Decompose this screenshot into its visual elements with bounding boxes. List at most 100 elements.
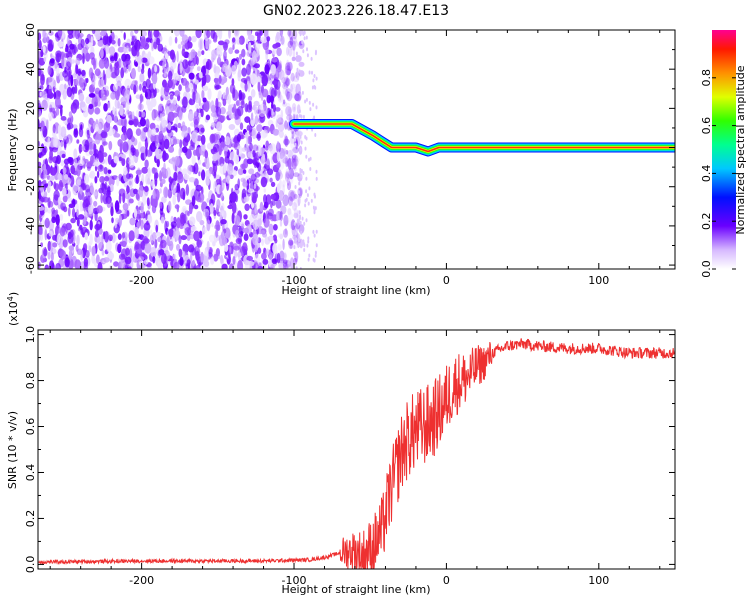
noise-blob [292,150,296,159]
noise-blob [125,173,131,180]
noise-blob [68,203,75,209]
noise-blob [254,106,258,115]
noise-blob [103,257,110,263]
noise-blob [204,150,209,159]
noise-blob [302,171,305,175]
noise-blob [116,176,120,187]
noise-blob [294,251,299,257]
noise-blob [298,69,301,74]
noise-blob [226,94,232,105]
noise-blob [186,259,191,266]
noise-blob [118,214,123,227]
noise-blob [168,103,176,112]
noise-blob [185,184,190,196]
noise-blob [122,154,126,159]
noise-blob [218,145,222,156]
noise-blob [102,35,108,46]
noise-blob [306,53,309,58]
noise-blob [224,227,231,240]
noise-blob [150,246,157,258]
noise-blob [215,228,219,238]
noise-blob [111,232,116,244]
noise-blob [140,219,144,230]
noise-blob [251,127,257,140]
noise-blob [293,207,298,219]
noise-blob [174,204,180,210]
noise-blob [195,56,199,66]
noise-blob [193,162,199,175]
noise-blob [259,201,264,212]
noise-blob [306,243,309,248]
noise-blob [71,104,74,110]
noise-blob [140,36,147,48]
noise-blob [279,71,283,78]
spectral-ridge [289,119,675,157]
noise-blob [114,98,120,109]
noise-blob [221,263,228,269]
noise-blob [127,63,131,72]
noise-blob [46,76,53,83]
noise-blob [184,210,190,216]
noise-blob [48,230,53,237]
noise-blob [66,122,74,130]
noise-blob [154,65,158,73]
noise-blob [290,136,294,144]
noise-blob [151,38,154,50]
noise-blob [68,33,74,39]
noise-blob [292,154,296,161]
noise-blob [148,56,155,65]
noise-blob [295,83,302,96]
noise-blob [122,202,129,211]
noise-blob [193,118,199,131]
noise-blob [255,134,261,139]
noise-blob [232,243,239,250]
noise-blob [281,148,286,157]
noise-blob [228,47,234,55]
noise-blob [198,171,201,177]
noise-blob [223,51,227,57]
noise-blob [167,122,172,131]
noise-blob [179,62,183,74]
noise-blob [200,251,204,263]
noise-blob [38,161,42,167]
noise-blob [176,243,180,251]
noise-blob [182,96,188,109]
noise-blob [131,111,135,120]
noise-blob [129,248,133,260]
noise-blob [293,161,298,172]
noise-blob [117,233,122,240]
noise-blob [243,79,248,85]
noise-blob [279,210,283,222]
noise-blob [195,250,200,261]
noise-blob [286,68,291,76]
noise-blob [38,232,41,243]
noise-blob [298,138,301,143]
noise-blob [280,152,286,163]
noise-blob [43,206,48,213]
top-plot-frame [37,29,676,270]
noise-blob [308,157,310,162]
noise-blob [231,37,236,43]
noise-blob [301,40,304,45]
y-tick-label: 60 [24,23,37,37]
noise-blob [57,41,64,48]
noise-blob [166,100,171,107]
noise-blob [213,63,217,74]
noise-blob [105,68,112,79]
noise-blob [241,223,245,229]
noise-blob [44,265,51,269]
noise-blob [308,70,311,75]
noise-blob [288,196,293,207]
noise-blob [277,244,282,251]
noise-blob [203,100,210,113]
noise-blob [94,107,101,115]
noise-blob [57,30,63,38]
noise-blob [292,202,297,211]
noise-blob [136,221,141,228]
noise-blob [109,184,114,192]
noise-blob [81,69,86,77]
noise-blob [117,46,125,53]
noise-blob [78,77,85,88]
noise-blob [283,207,287,212]
